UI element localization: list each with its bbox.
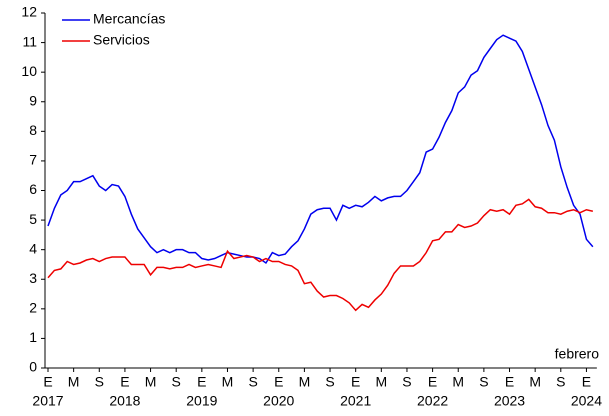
line xyxy=(47,34,594,265)
legend-label: Servicios xyxy=(93,32,150,48)
x-tick-label: M xyxy=(68,374,80,390)
x-tick-label: S xyxy=(479,374,488,390)
annotation: febrero xyxy=(555,346,600,362)
x-tick-label: M xyxy=(452,374,464,390)
x-tick-label: E xyxy=(197,374,206,390)
y-tick-label: 10 xyxy=(21,63,37,79)
x-tick-label: M xyxy=(375,374,387,390)
line xyxy=(47,198,594,312)
year-label: 2023 xyxy=(494,393,525,409)
legend-label: Mercancías xyxy=(93,11,165,27)
y-tick-label: 9 xyxy=(29,92,37,108)
y-tick-label: 11 xyxy=(22,33,37,49)
x-tick-label: M xyxy=(145,374,157,390)
year-label: 2024 xyxy=(571,393,602,409)
x-tick-label: S xyxy=(556,374,565,390)
x-tick-label: M xyxy=(299,374,311,390)
year-label: 2019 xyxy=(186,393,217,409)
x-tick-label: E xyxy=(43,374,52,390)
year-label: 2022 xyxy=(417,393,448,409)
x-tick-label: M xyxy=(222,374,234,390)
x-tick-label: M xyxy=(529,374,541,390)
x-tick-label: S xyxy=(95,374,104,390)
x-tick-label: E xyxy=(120,374,129,390)
y-tick-label: 6 xyxy=(29,181,37,197)
x-tick-label: S xyxy=(402,374,411,390)
y-tick-label: 0 xyxy=(29,359,37,375)
y-tick-label: 7 xyxy=(29,152,37,168)
x-tick-label: E xyxy=(582,374,591,390)
x-tick-label: E xyxy=(351,374,360,390)
x-tick-label: E xyxy=(274,374,283,390)
x-tick-label: S xyxy=(248,374,257,390)
y-tick-label: 8 xyxy=(29,122,37,138)
x-tick-label: S xyxy=(325,374,334,390)
year-label: 2017 xyxy=(32,393,63,409)
x-tick-label: S xyxy=(172,374,181,390)
y-tick-label: 2 xyxy=(29,300,37,316)
x-tick-label: E xyxy=(428,374,437,390)
y-tick-label: 1 xyxy=(29,329,37,345)
year-label: 2018 xyxy=(109,393,140,409)
y-tick-label: 4 xyxy=(29,240,37,256)
y-tick-label: 5 xyxy=(29,211,37,227)
y-tick-label: 12 xyxy=(21,4,37,20)
year-label: 2020 xyxy=(263,393,294,409)
x-tick-label: E xyxy=(505,374,514,390)
y-tick-label: 3 xyxy=(29,270,37,286)
year-label: 2021 xyxy=(340,393,371,409)
